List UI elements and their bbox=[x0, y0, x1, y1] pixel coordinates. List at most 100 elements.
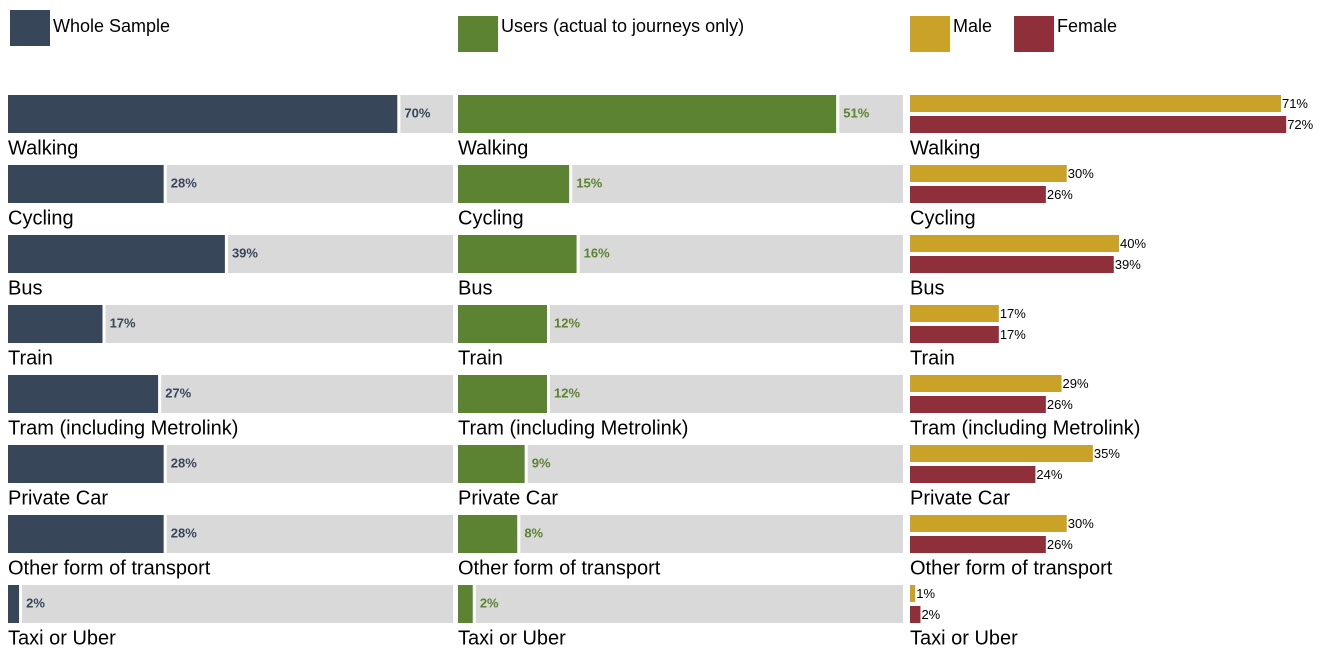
category-label: Tram (including Metrolink) bbox=[8, 417, 238, 439]
value-label: 17% bbox=[110, 315, 136, 330]
bar bbox=[8, 585, 20, 623]
category-label: Tram (including Metrolink) bbox=[458, 417, 688, 439]
value-label: 51% bbox=[843, 105, 869, 120]
value-label: 39% bbox=[1115, 257, 1141, 272]
bar-separator bbox=[163, 165, 167, 203]
category-label: Train bbox=[8, 347, 53, 369]
bar bbox=[8, 165, 164, 203]
category-label: Tram (including Metrolink) bbox=[910, 417, 1140, 439]
value-label: 2% bbox=[921, 607, 940, 622]
value-label: 12% bbox=[554, 315, 580, 330]
category-label: Cycling bbox=[910, 207, 976, 229]
value-label: 26% bbox=[1047, 537, 1073, 552]
value-label: 8% bbox=[524, 525, 543, 540]
legend-swatch bbox=[1014, 16, 1055, 52]
bar bbox=[910, 396, 1046, 413]
value-label: 28% bbox=[171, 525, 197, 540]
bar-track bbox=[458, 445, 903, 483]
bar bbox=[910, 515, 1067, 532]
category-label: Train bbox=[458, 347, 503, 369]
bar bbox=[910, 186, 1046, 203]
category-label: Walking bbox=[458, 137, 528, 159]
bar bbox=[910, 445, 1093, 462]
value-label: 40% bbox=[1120, 236, 1146, 251]
bar-separator bbox=[163, 445, 167, 483]
value-label: 39% bbox=[232, 245, 258, 260]
value-label: 1% bbox=[916, 586, 935, 601]
value-label: 17% bbox=[1000, 327, 1026, 342]
value-label: 26% bbox=[1047, 187, 1073, 202]
bar bbox=[910, 95, 1281, 112]
bar-separator bbox=[224, 235, 228, 273]
bar-track bbox=[458, 515, 903, 553]
category-label: Walking bbox=[910, 137, 980, 159]
value-label: 12% bbox=[554, 385, 580, 400]
bar bbox=[910, 466, 1036, 483]
bar bbox=[458, 585, 473, 623]
bar bbox=[458, 305, 547, 343]
bar bbox=[910, 116, 1287, 133]
bar-separator bbox=[163, 515, 167, 553]
bar bbox=[910, 606, 921, 623]
value-label: 28% bbox=[171, 455, 197, 470]
bar bbox=[8, 375, 159, 413]
bar bbox=[458, 95, 837, 133]
bar-separator bbox=[524, 445, 528, 483]
bar bbox=[458, 515, 518, 553]
value-label: 72% bbox=[1287, 117, 1313, 132]
value-label: 2% bbox=[480, 595, 499, 610]
bar-separator bbox=[576, 235, 580, 273]
value-label: 17% bbox=[1000, 306, 1026, 321]
legend-label: Male bbox=[953, 16, 992, 36]
bar bbox=[8, 305, 103, 343]
category-label: Taxi or Uber bbox=[910, 627, 1018, 649]
value-label: 30% bbox=[1068, 516, 1094, 531]
value-label: 27% bbox=[165, 385, 191, 400]
category-label: Taxi or Uber bbox=[8, 627, 116, 649]
category-label: Other form of transport bbox=[910, 557, 1113, 579]
bar-track bbox=[458, 585, 903, 623]
category-label: Other form of transport bbox=[8, 557, 211, 579]
bar bbox=[8, 235, 225, 273]
bar bbox=[910, 375, 1062, 392]
bar-separator bbox=[517, 515, 521, 553]
category-label: Taxi or Uber bbox=[458, 627, 566, 649]
legend-swatch bbox=[10, 10, 50, 46]
value-label: 70% bbox=[404, 105, 430, 120]
legend-label: Female bbox=[1057, 16, 1117, 36]
bar-separator bbox=[547, 375, 550, 413]
category-label: Bus bbox=[458, 277, 492, 299]
value-label: 30% bbox=[1068, 166, 1094, 181]
bar bbox=[910, 165, 1067, 182]
value-label: 26% bbox=[1047, 397, 1073, 412]
bar-separator bbox=[397, 95, 401, 133]
category-label: Private Car bbox=[458, 487, 558, 509]
value-label: 28% bbox=[171, 175, 197, 190]
bar-track bbox=[8, 585, 453, 623]
bar bbox=[910, 305, 999, 322]
bar bbox=[458, 375, 547, 413]
bar-separator bbox=[158, 375, 162, 413]
bar-separator bbox=[102, 305, 106, 343]
bar bbox=[910, 256, 1114, 273]
bar-separator bbox=[547, 305, 550, 343]
bar-separator bbox=[472, 585, 476, 623]
legend-label: Users (actual to journeys only) bbox=[501, 16, 744, 36]
category-label: Private Car bbox=[8, 487, 108, 509]
bar bbox=[8, 515, 164, 553]
bar bbox=[910, 326, 999, 343]
bar bbox=[910, 536, 1046, 553]
category-label: Private Car bbox=[910, 487, 1010, 509]
bar bbox=[910, 585, 916, 602]
legend-swatch bbox=[910, 16, 950, 52]
bar bbox=[8, 95, 398, 133]
legend-swatch bbox=[458, 16, 498, 52]
category-label: Other form of transport bbox=[458, 557, 661, 579]
bar bbox=[458, 165, 570, 203]
value-label: 2% bbox=[26, 595, 45, 610]
bar bbox=[8, 445, 164, 483]
value-label: 16% bbox=[584, 245, 610, 260]
bar bbox=[910, 235, 1119, 252]
bar bbox=[458, 235, 577, 273]
